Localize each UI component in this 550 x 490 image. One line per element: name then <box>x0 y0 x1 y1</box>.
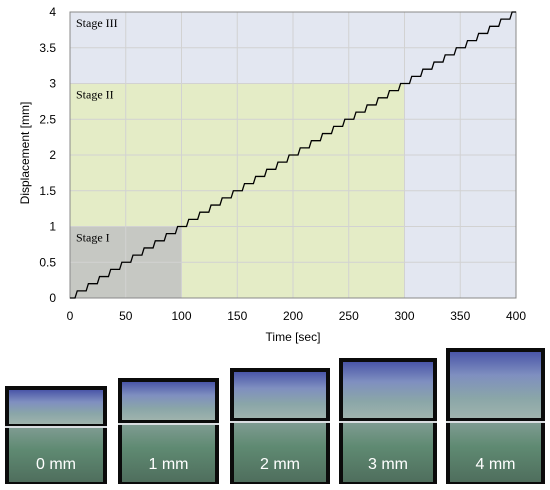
y-tick-label: 2 <box>49 148 56 162</box>
x-tick-label: 50 <box>119 309 133 323</box>
series-layer <box>70 11 516 299</box>
specimen-photo: 3 mm <box>339 358 437 484</box>
stage-labels: Stage III Stage II Stage I <box>76 16 118 245</box>
x-tick-label: 400 <box>506 309 526 323</box>
specimen-photo: 1 mm <box>118 378 219 484</box>
x-tick-label: 250 <box>339 309 359 323</box>
y-axis-title: Displacement [mm] <box>18 102 32 205</box>
photo-label: 3 mm <box>368 456 408 473</box>
specimen-photo: 4 mm <box>446 348 545 484</box>
x-tick-label: 100 <box>171 309 191 323</box>
y-tick-label: 3.5 <box>39 41 56 55</box>
y-tick-label: 4 <box>49 5 56 19</box>
x-tick-labels: 0 50 100 150 200 250 300 350 400 <box>67 309 527 323</box>
stage-label: Stage I <box>76 231 110 245</box>
y-tick-labels: 0 0.5 1 1.5 2 2.5 3 3.5 4 <box>39 5 56 305</box>
y-tick-label: 0.5 <box>39 255 56 269</box>
photo-label: 4 mm <box>475 456 516 473</box>
specimen-photo-strip: 0 mm 1 mm 2 mm 3 mm 4 mm <box>0 346 550 490</box>
photo-label: 0 mm <box>36 456 76 473</box>
photo-label: 2 mm <box>260 456 300 473</box>
x-tick-label: 0 <box>67 309 74 323</box>
plot-frame <box>69 11 517 299</box>
stage-label: Stage II <box>76 88 114 102</box>
y-tick-label: 2.5 <box>39 112 56 126</box>
y-tick-label: 1 <box>49 220 56 234</box>
y-tick-label: 1.5 <box>39 184 56 198</box>
stage-label: Stage III <box>76 16 118 30</box>
specimen-photo: 2 mm <box>230 368 330 484</box>
x-tick-label: 350 <box>450 309 470 323</box>
y-tick-label: 3 <box>49 77 56 91</box>
x-tick-label: 200 <box>283 309 303 323</box>
x-tick-label: 300 <box>394 309 414 323</box>
x-axis-title: Time [sec] <box>266 330 321 344</box>
specimen-photo: 0 mm <box>5 386 107 484</box>
y-tick-label: 0 <box>49 291 56 305</box>
photo-label: 1 mm <box>148 456 189 473</box>
displacement-chart: 0 50 100 150 200 250 300 350 400 0 0.5 1 1.5 2 2.5 3 3.… <box>18 5 527 344</box>
displacement-series-line <box>70 11 516 299</box>
x-tick-label: 150 <box>227 309 247 323</box>
